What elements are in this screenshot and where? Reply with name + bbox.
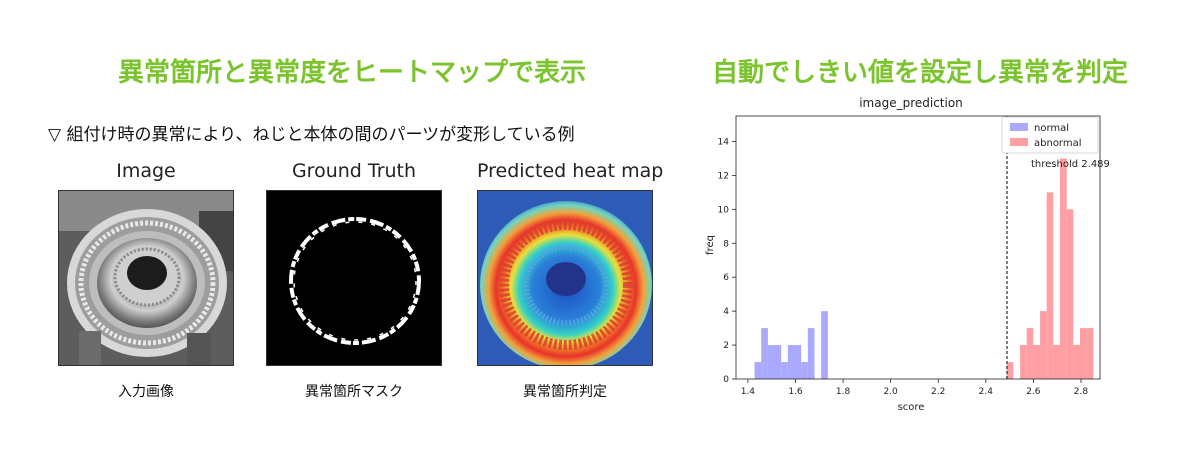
y-tick-label-2: 4 <box>723 307 729 317</box>
x-tick-label-0: 1.4 <box>741 387 756 397</box>
normal-bar-7 <box>801 362 808 379</box>
x-tick-label-5: 2.4 <box>979 387 994 397</box>
x-tick-label-2: 1.8 <box>836 387 851 397</box>
normal-bar-4 <box>781 362 788 379</box>
abnormal-bar-0 <box>1006 362 1014 379</box>
ground-truth-mask <box>266 190 442 366</box>
right-heading: 自動でしきい値を設定し異常を判定 <box>712 58 1129 88</box>
abnormal-bar-3 <box>1033 345 1041 379</box>
abnormal-bar-5 <box>1046 192 1054 379</box>
x-tick-label-4: 2.2 <box>931 387 945 397</box>
normal-bar-0 <box>754 362 762 379</box>
legend: normal abnormal <box>1001 116 1099 154</box>
panel-title-heat-map: Predicted heat map <box>477 160 664 182</box>
x-tick-label-6: 2.6 <box>1026 387 1041 397</box>
y-tick-label-4: 8 <box>723 239 729 249</box>
x-tick-label-1: 1.6 <box>788 387 803 397</box>
abnormal-bar-11 <box>1086 328 1094 379</box>
y-tick-label-3: 6 <box>723 273 729 283</box>
y-tick-label-7: 14 <box>718 137 730 147</box>
abnormal-bar-4 <box>1040 311 1047 379</box>
abnormal-bar-8 <box>1066 209 1074 379</box>
legend-label-abnormal: abnormal <box>1034 138 1082 149</box>
panel-caption-input: 入力画像 <box>118 384 174 400</box>
abnormal-bar-7 <box>1060 158 1067 379</box>
panel-caption-mask: 異常箇所マスク <box>305 384 403 400</box>
legend-swatch-abnormal <box>1010 138 1028 146</box>
normal-bar-2 <box>767 345 775 379</box>
chart-title: image_prediction <box>859 96 963 110</box>
panel-title-image: Image <box>116 160 176 182</box>
abnormal-bar-1 <box>1020 345 1027 379</box>
panel-title-ground-truth: Ground Truth <box>291 160 417 182</box>
threshold-label: threshold 2.489 <box>1031 159 1110 170</box>
y-tick-label-1: 2 <box>723 341 729 351</box>
normal-bar-8 <box>807 328 815 379</box>
y-axis-label: freq <box>705 235 716 255</box>
panel-caption-judgement: 異常箇所判定 <box>523 384 607 400</box>
abnormal-bar-10 <box>1080 328 1087 379</box>
input-image <box>58 190 234 366</box>
abnormal-bar-9 <box>1073 345 1081 379</box>
legend-label-normal: normal <box>1034 123 1069 134</box>
x-tick-label-7: 2.8 <box>1074 387 1089 397</box>
abnormal-bar-2 <box>1026 328 1034 379</box>
plot-frame <box>735 115 1101 380</box>
histogram-svg: image_prediction score freq 1.4 1.6 1.8 2.0… <box>705 96 1110 413</box>
x-axis-label: score <box>898 402 925 413</box>
y-tick-label-6: 12 <box>718 171 729 181</box>
normal-bar-1 <box>761 328 768 379</box>
y-tick-label-0: 0 <box>723 375 729 385</box>
normal-bar-3 <box>774 345 782 379</box>
x-tick-label-3: 2.0 <box>883 387 898 397</box>
normal-bar-9 <box>821 311 828 379</box>
abnormal-bar-6 <box>1053 345 1061 379</box>
normal-bar-6 <box>794 345 802 379</box>
normal-bar-5 <box>787 345 795 379</box>
legend-swatch-normal <box>1010 123 1028 131</box>
example-subcaption: ▽ 組付け時の異常により、ねじと本体の間のパーツが変形している例 <box>48 125 575 145</box>
predicted-heat-map <box>477 190 653 366</box>
histogram-chart: image_prediction score freq 1.4 1.6 1.8 2.0… <box>700 92 1120 422</box>
y-tick-label-5: 10 <box>718 205 730 215</box>
left-heading: 異常箇所と異常度をヒートマップで表示 <box>118 58 587 88</box>
